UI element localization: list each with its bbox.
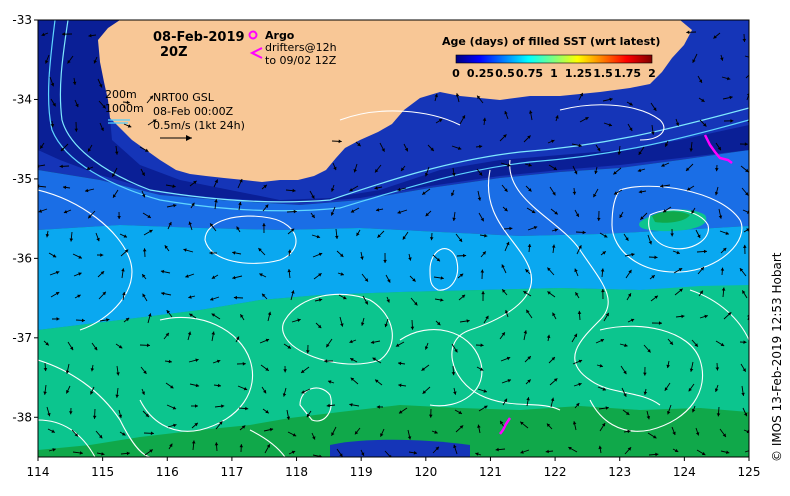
y-tick-label: -33 bbox=[12, 13, 32, 27]
x-tick-label: 115 bbox=[91, 465, 114, 479]
y-axis: -33 -34 -35 -36 -37 -38 bbox=[12, 13, 38, 424]
credit-text: © IMOS 13-Feb-2019 12:53 Hobart bbox=[770, 252, 784, 462]
product-time: 08-Feb 00:00Z bbox=[153, 105, 234, 118]
colorbar-tick-label: 1.25 bbox=[565, 67, 592, 80]
current-vector-head bbox=[749, 449, 752, 452]
x-tick-label: 121 bbox=[479, 465, 502, 479]
y-tick-label: -35 bbox=[12, 172, 32, 186]
x-tick-label: 123 bbox=[608, 465, 631, 479]
drifter-legend-line1: drifters@12h bbox=[265, 41, 337, 54]
colorbar bbox=[456, 55, 652, 63]
map-time: 20Z bbox=[160, 45, 188, 60]
current-vector-head bbox=[750, 71, 753, 74]
x-tick-label: 120 bbox=[414, 465, 437, 479]
x-tick-label: 116 bbox=[156, 465, 179, 479]
x-tick-label: 114 bbox=[27, 465, 50, 479]
y-tick-label: -38 bbox=[12, 410, 32, 424]
map-date: 08-Feb-2019 bbox=[153, 30, 245, 45]
current-vector-head bbox=[751, 56, 754, 60]
x-tick-label: 122 bbox=[544, 465, 567, 479]
x-tick-label: 125 bbox=[738, 465, 761, 479]
x-tick-label: 117 bbox=[220, 465, 243, 479]
colorbar-tick-label: 2 bbox=[648, 67, 656, 80]
colorbar-title: Age (days) of filled SST (wrt latest) bbox=[442, 35, 660, 48]
colorbar-tick-label: 0.5 bbox=[495, 67, 515, 80]
colorbar-tick-label: 0.25 bbox=[467, 67, 494, 80]
isobath-label-200m: 200m bbox=[105, 88, 137, 101]
y-tick-label: -37 bbox=[12, 331, 32, 345]
vector-scale-label: 0.5m/s (1kt 24h) bbox=[153, 119, 245, 132]
x-tick-label: 118 bbox=[285, 465, 308, 479]
colorbar-tick-label: 0.75 bbox=[516, 67, 543, 80]
y-tick-label: -36 bbox=[12, 251, 32, 265]
x-tick-label: 119 bbox=[350, 465, 373, 479]
colorbar-tick-label: 0 bbox=[452, 67, 460, 80]
drifter-legend-line2: to 09/02 12Z bbox=[265, 54, 337, 67]
colorbar-tick-label: 1.75 bbox=[614, 67, 641, 80]
isobath-label-1000m: 1000m bbox=[105, 102, 144, 115]
x-axis: 114 115 116 117 118 119 120 121 122 123 124 125 bbox=[27, 457, 761, 479]
colorbar-tick-label: 1.5 bbox=[593, 67, 613, 80]
product-name: NRT00 GSL bbox=[153, 91, 215, 104]
colorbar-tick-label: 1 bbox=[550, 67, 558, 80]
x-tick-label: 124 bbox=[673, 465, 696, 479]
y-tick-label: -34 bbox=[12, 92, 32, 106]
